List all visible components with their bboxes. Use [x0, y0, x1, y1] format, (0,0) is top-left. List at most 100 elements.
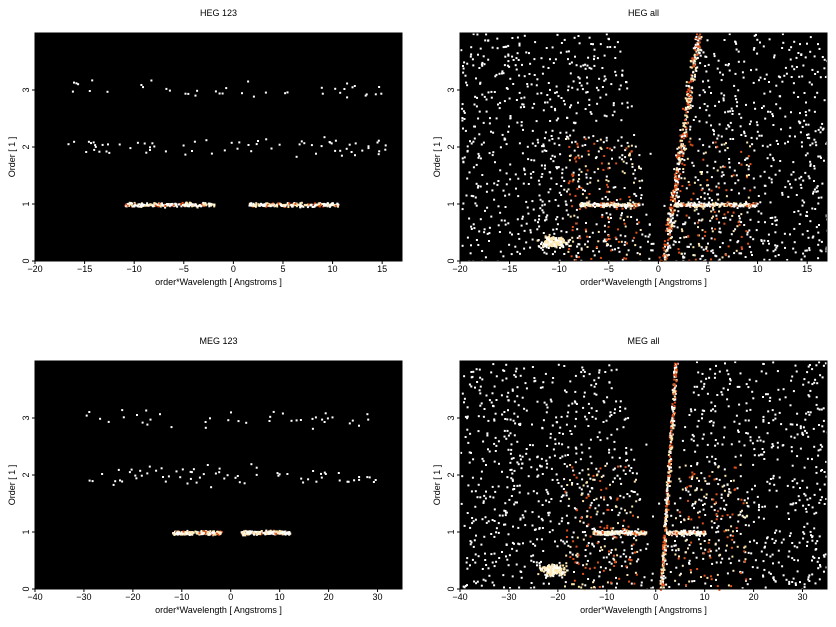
- event-point: [817, 557, 820, 560]
- event-point: [571, 229, 574, 232]
- event-point: [720, 143, 723, 146]
- event-point: [583, 531, 586, 533]
- event-point: [475, 239, 478, 241]
- event-point: [551, 129, 554, 132]
- y-axis-label: Order [ 1 ]: [7, 137, 17, 178]
- event-point: [599, 439, 602, 442]
- event-point: [543, 137, 546, 140]
- event-point: [569, 430, 572, 432]
- event-point: [578, 178, 581, 180]
- event-point: [582, 205, 585, 207]
- event-point: [202, 201, 205, 204]
- event-point: [632, 201, 635, 204]
- event-point: [584, 63, 587, 66]
- event-point: [337, 203, 340, 206]
- event-point: [571, 236, 574, 239]
- event-point: [542, 582, 545, 585]
- event-point: [676, 196, 679, 199]
- event-point: [484, 209, 486, 212]
- event-point: [307, 203, 310, 206]
- event-point: [692, 204, 695, 207]
- event-point: [813, 167, 816, 170]
- event-point: [652, 515, 654, 518]
- event-point: [189, 477, 192, 480]
- event-point: [148, 203, 151, 206]
- event-point: [759, 41, 761, 44]
- event-point: [586, 510, 589, 513]
- event-point: [464, 74, 467, 77]
- event-point: [509, 115, 512, 117]
- event-point: [670, 227, 673, 230]
- event-point: [543, 167, 546, 170]
- event-point: [683, 252, 686, 255]
- event-point: [624, 407, 627, 410]
- event-point: [804, 171, 807, 174]
- event-point: [799, 487, 801, 489]
- event-point: [671, 223, 674, 226]
- event-point: [527, 475, 530, 478]
- event-point: [727, 63, 730, 65]
- event-point: [88, 90, 91, 92]
- event-point: [315, 152, 317, 155]
- event-point: [482, 55, 485, 58]
- event-point: [258, 204, 261, 207]
- event-point: [706, 193, 709, 196]
- event-point: [639, 253, 641, 256]
- event-point: [713, 462, 716, 464]
- event-point: [613, 46, 616, 49]
- event-point: [187, 92, 190, 95]
- event-point: [719, 246, 722, 249]
- event-point: [496, 47, 499, 50]
- event-point: [824, 362, 827, 365]
- event-point: [514, 422, 517, 425]
- event-point: [527, 183, 530, 185]
- event-point: [717, 182, 720, 185]
- event-point: [815, 226, 818, 229]
- event-point: [790, 76, 793, 78]
- event-point: [207, 532, 210, 534]
- event-point: [94, 144, 97, 147]
- event-point: [175, 204, 178, 207]
- event-point: [466, 512, 469, 514]
- event-point: [606, 462, 608, 465]
- event-point: [503, 411, 506, 413]
- event-point: [781, 80, 784, 83]
- event-point: [584, 206, 587, 209]
- event-point: [492, 151, 495, 154]
- event-point: [529, 231, 532, 234]
- event-point: [164, 480, 167, 483]
- event-point: [510, 495, 513, 497]
- event-point: [720, 202, 723, 205]
- event-point: [523, 167, 526, 170]
- event-point: [748, 206, 751, 209]
- event-point: [715, 214, 718, 217]
- event-point: [749, 163, 752, 166]
- event-point: [733, 541, 736, 544]
- event-point: [809, 36, 812, 39]
- event-point: [490, 401, 493, 404]
- x-tick-label: 5: [280, 264, 285, 274]
- event-point: [804, 260, 807, 263]
- event-point: [295, 202, 298, 205]
- event-point: [536, 456, 539, 459]
- event-point: [462, 110, 465, 113]
- event-point: [637, 558, 640, 561]
- event-point: [816, 382, 819, 385]
- event-point: [517, 404, 520, 407]
- event-point: [822, 407, 825, 410]
- event-point: [610, 414, 613, 416]
- event-point: [541, 145, 544, 148]
- event-point: [490, 90, 493, 93]
- event-point: [791, 503, 794, 506]
- x-axis: −40 −30 −20 −10 0 10 20 30: [27, 589, 383, 602]
- event-point: [626, 141, 629, 144]
- event-point: [510, 443, 513, 446]
- event-point: [735, 174, 738, 177]
- event-point: [130, 203, 133, 206]
- event-point: [590, 462, 593, 465]
- event-point: [753, 448, 756, 451]
- event-point: [509, 117, 512, 120]
- event-point: [559, 246, 561, 249]
- event-point: [144, 204, 147, 207]
